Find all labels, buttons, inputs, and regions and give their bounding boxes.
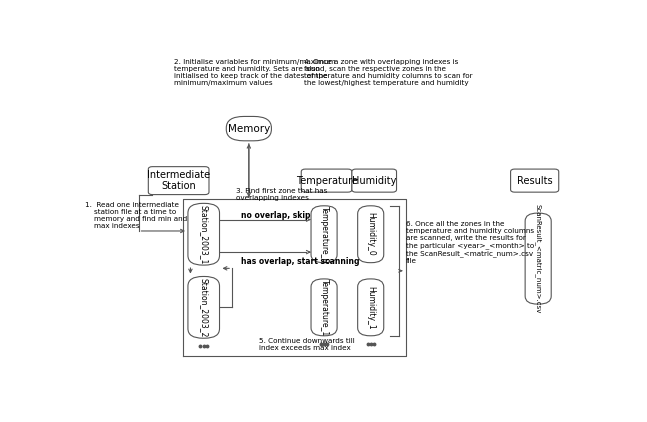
Text: 3. Find first zone that has
overlapping indexes: 3. Find first zone that has overlapping … [236, 188, 327, 201]
Text: Humidity_1: Humidity_1 [366, 286, 375, 329]
Text: 5. Continue downwards till
index exceeds max index: 5. Continue downwards till index exceeds… [259, 338, 355, 351]
FancyBboxPatch shape [311, 279, 337, 336]
Text: Humidity_0: Humidity_0 [366, 212, 375, 256]
FancyBboxPatch shape [358, 206, 384, 262]
FancyBboxPatch shape [226, 116, 272, 141]
FancyBboxPatch shape [148, 167, 209, 195]
Text: Temperature_1: Temperature_1 [320, 279, 329, 336]
Text: Intermediate
Station: Intermediate Station [147, 170, 210, 192]
Text: 6. Once all the zones in the
temperature and humidity columns
are scanned, write: 6. Once all the zones in the temperature… [406, 221, 534, 264]
Text: Temperature: Temperature [296, 176, 358, 186]
FancyBboxPatch shape [302, 169, 352, 192]
FancyBboxPatch shape [188, 276, 219, 338]
Text: Humidity: Humidity [352, 176, 397, 186]
FancyBboxPatch shape [358, 279, 384, 336]
FancyBboxPatch shape [352, 169, 397, 192]
Text: Station_2003_1: Station_2003_1 [199, 205, 208, 264]
Text: ScanResult_<matric_num>.csv: ScanResult_<matric_num>.csv [535, 204, 542, 313]
Text: 4. Once a zone with overlapping indexes is
found, scan the respective zones in t: 4. Once a zone with overlapping indexes … [304, 59, 473, 86]
Text: 2. Initialise variables for minimum/maximum
temperature and humidity. Sets are a: 2. Initialise variables for minimum/maxi… [173, 59, 335, 86]
Text: 1.  Read one intermediate
    station file at a time to
    memory and find min : 1. Read one intermediate station file at… [85, 202, 187, 229]
Text: no overlap, skip: no overlap, skip [241, 211, 311, 220]
Text: Results: Results [517, 176, 553, 186]
FancyBboxPatch shape [311, 206, 337, 262]
Text: Memory: Memory [228, 124, 270, 134]
Text: Temperature_0: Temperature_0 [320, 206, 329, 263]
FancyBboxPatch shape [510, 169, 559, 192]
Text: Station_2003_2: Station_2003_2 [199, 278, 208, 337]
Text: has overlap, start scanning: has overlap, start scanning [241, 257, 360, 266]
FancyBboxPatch shape [525, 213, 551, 304]
FancyBboxPatch shape [188, 203, 219, 265]
